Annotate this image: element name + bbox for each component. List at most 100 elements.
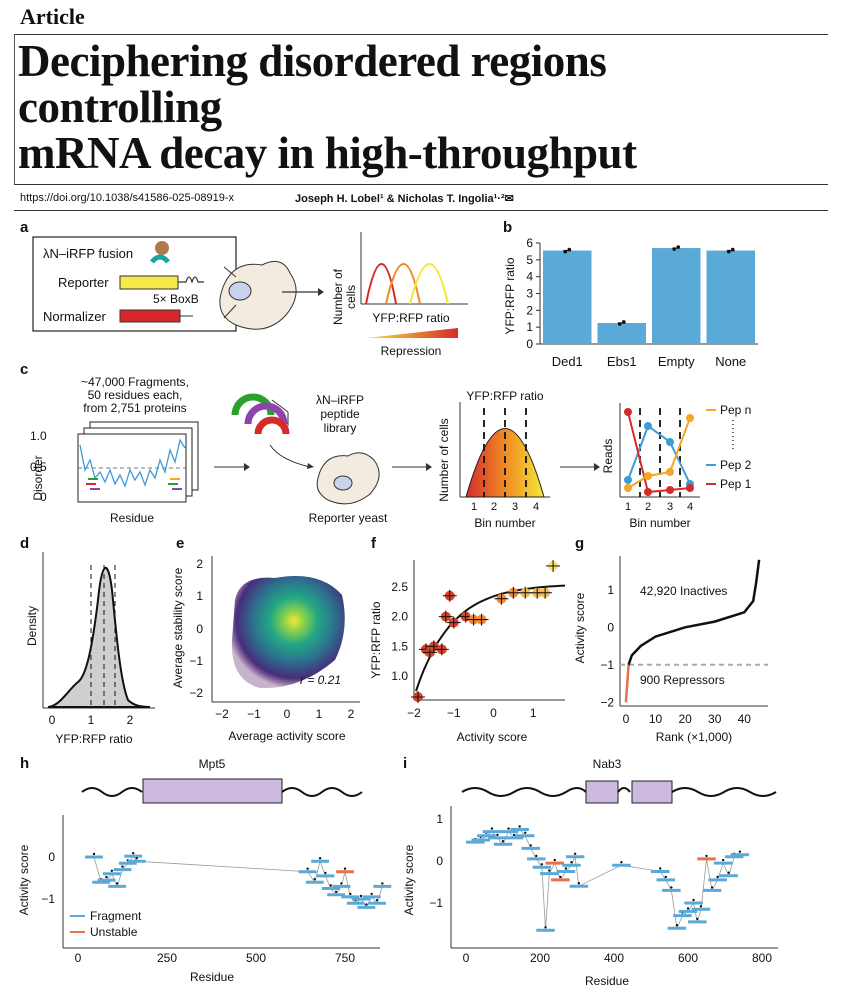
panel-h-xlabel: Residue <box>190 970 234 984</box>
bar-ebs1 <box>597 322 646 344</box>
fragment-point <box>359 894 363 898</box>
panel-a-letter: a <box>20 219 29 236</box>
fragment-point <box>696 917 699 921</box>
fragment-point <box>490 827 494 830</box>
b-ytick-label: 4 <box>526 270 533 284</box>
panel-g-letter: g <box>575 535 584 552</box>
panel-b-letter: b <box>503 219 512 236</box>
boxb-label: 5× BoxB <box>153 292 199 306</box>
fragment-point <box>135 857 138 860</box>
fragment-point <box>535 854 538 858</box>
legend-pep-2: Pep 2 <box>720 458 752 472</box>
panel-f-letter: f <box>371 535 377 552</box>
bar-none <box>706 250 755 344</box>
reads-tick-3: 3 <box>667 501 673 513</box>
legend-pep-1: Pep 1 <box>720 477 752 491</box>
fragment-point <box>705 854 708 858</box>
panel-g-xlabel: Rank (×1,000) <box>656 730 732 744</box>
panel-d-ylabel: Density <box>25 606 39 646</box>
panel-i-ylabel: Activity score <box>402 844 416 915</box>
normalizer-bar <box>119 309 181 323</box>
nab3-domain-2 <box>631 780 673 804</box>
peptide-purple-icon <box>244 402 288 425</box>
reads-tick-2: 2 <box>645 501 651 513</box>
fragment-point <box>512 833 516 837</box>
fusion-label: λN–iRFP fusion <box>43 246 133 261</box>
iRFP-icon <box>150 254 170 264</box>
fragment-point <box>577 882 581 885</box>
panel-e-ylabel: Average stability score <box>171 567 185 688</box>
panel-a-xlabel: YFP:RFP ratio <box>372 311 449 325</box>
authors: Joseph H. Lobel¹ & Nicholas T. Ingolia¹·… <box>295 193 514 205</box>
doi-link[interactable]: https://doi.org/10.1038/s41586-025-08919… <box>20 192 235 204</box>
fragment-point <box>318 857 322 860</box>
fragment-point <box>365 903 368 906</box>
g-xtick-label: 40 <box>738 712 752 726</box>
e-ytick-1: 1 <box>196 589 203 603</box>
nab3-activity <box>466 825 750 932</box>
e-ytick-m2: −2 <box>189 686 203 700</box>
fragment-point <box>664 875 667 879</box>
h-ytick-m1: −1 <box>41 892 55 906</box>
d-tick-1: 1 <box>88 713 95 727</box>
f-xtick-label: 0 <box>490 706 497 720</box>
fragment-point <box>381 882 384 885</box>
g-xtick-label: 30 <box>708 712 722 726</box>
h-xtick-750: 750 <box>335 951 355 965</box>
rank-chart-g: 10−1−20 10 20 30 40 <box>600 556 768 726</box>
i-ytick-0: 0 <box>436 854 443 868</box>
fragments-line2: 50 residues each, <box>88 388 183 402</box>
mpt5-activity <box>85 851 392 909</box>
panel-h-ylabel: Activity score <box>17 844 31 915</box>
fragment-point <box>675 924 679 927</box>
f-ytick-label: 1.5 <box>391 639 408 653</box>
scatter-chart-f: 1.0 1.5 2.0 2.5 −2 −1 0 1 <box>391 559 566 720</box>
disorder-tick-1: 1.0 <box>30 429 47 443</box>
bar-empty <box>652 248 701 344</box>
b-category-label: Ded1 <box>552 354 583 369</box>
curve-red <box>365 263 397 305</box>
residue-label: Residue <box>110 511 154 525</box>
legend-unstable: Unstable <box>90 925 138 939</box>
f-xtick-label: −1 <box>447 706 461 720</box>
g-ytick-label: −1 <box>600 658 614 672</box>
g-inactive-curve <box>627 559 761 666</box>
fragment-point <box>501 840 505 843</box>
fragment-point <box>329 884 332 887</box>
e-ytick-0: 0 <box>196 622 203 636</box>
b-ytick-label: 1 <box>526 320 533 334</box>
fragment-point <box>92 852 96 856</box>
f-ytick-label: 2.5 <box>391 580 408 594</box>
svg-text:Number ofcells: Number ofcells <box>331 268 358 325</box>
panel-e-letter: e <box>176 535 184 552</box>
correlation-r: r = 0.21 <box>300 673 341 687</box>
authors-rule <box>14 210 828 211</box>
b-category-label: Empty <box>658 354 695 369</box>
h-xtick-250: 250 <box>157 951 177 965</box>
mpt5-domain <box>142 778 283 804</box>
f-ytick-label: 1.0 <box>391 669 408 683</box>
fragment-point <box>570 861 573 864</box>
fragment-point <box>518 825 521 828</box>
disorder-tick-0: 0 <box>40 490 47 504</box>
g-repressor-curve <box>624 664 630 703</box>
fragment-point <box>699 905 703 908</box>
g-xtick-label: 0 <box>623 712 630 726</box>
d-tick-0: 0 <box>49 713 56 727</box>
reporter-bar <box>119 275 179 290</box>
peptide-red-icon <box>254 416 290 435</box>
fragment-point <box>540 863 544 866</box>
e-ytick-2: 2 <box>196 557 203 571</box>
fragment-point <box>306 867 309 870</box>
reporter-yeast-label: Reporter yeast <box>309 511 388 525</box>
i-xtick-800: 800 <box>752 951 772 965</box>
panel-c-letter: c <box>20 361 28 378</box>
i-xtick-0: 0 <box>463 951 470 965</box>
reads-label: Reads <box>601 439 615 474</box>
g-ytick-label: 0 <box>607 620 614 634</box>
fragment-point <box>370 892 373 896</box>
reads-tick-4: 4 <box>687 501 693 513</box>
fragment-point <box>121 865 124 868</box>
panel-b-ylabel: YFP:RFP ratio <box>503 257 517 334</box>
disorder-label: Disorder <box>31 455 45 500</box>
